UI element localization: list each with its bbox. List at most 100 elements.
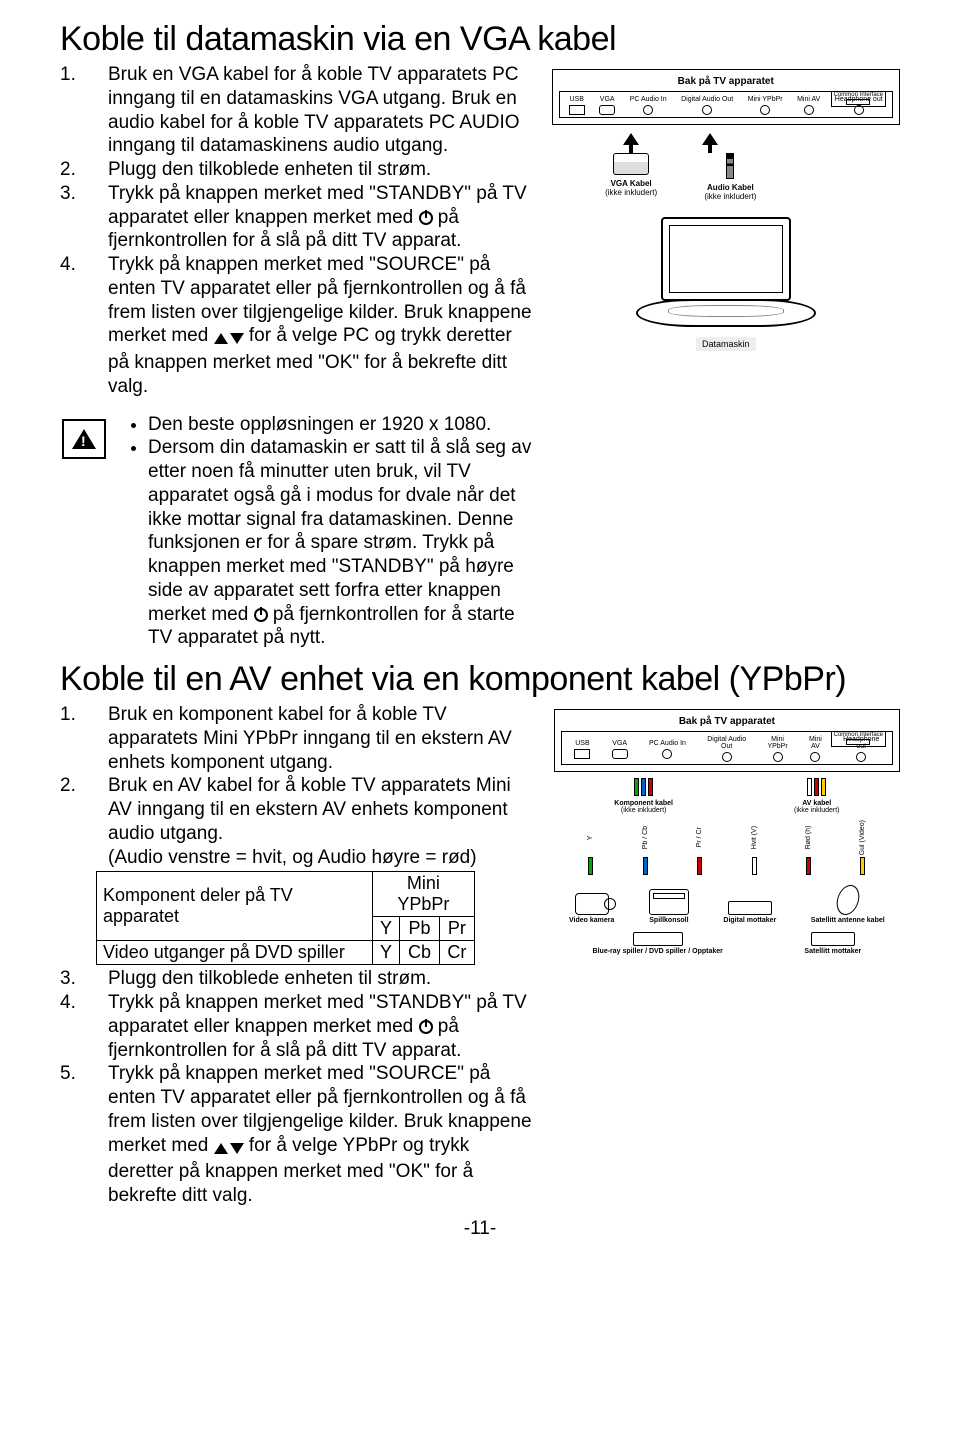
txt: Dersom din datamaskin er satt til å slå …	[148, 437, 531, 624]
section2-left: 1. Bruk en komponent kabel for å koble TV…	[60, 703, 534, 1208]
component-table: Komponent deler på TV apparatet Mini YPb…	[96, 871, 475, 965]
laptop-label: Datamaskin	[696, 337, 756, 351]
component-cable: Komponent kabel(ikke inkludert)	[614, 778, 673, 814]
devices-row1: Video kamera Spillkonsoll Digital mottak…	[554, 885, 900, 924]
cell: Cb	[400, 941, 440, 965]
devices-row2: Blue-ray spiller / DVD spiller / Opptake…	[554, 932, 900, 955]
plug-labels: Y Pb / Cb Pr / Cr Hvit (V) Rød (h) Gul (…	[564, 820, 890, 855]
list-item: 2. Plugg den tilkoblede enheten til strøm…	[60, 158, 532, 182]
tv-backpanel: Bak på TV apparatet Common Interface USB…	[554, 709, 900, 772]
num: 4.	[60, 991, 88, 1062]
item-text: Plugg den tilkoblede enheten til strøm.	[108, 158, 532, 182]
device-bluray: Blue-ray spiller / DVD spiller / Opptake…	[593, 932, 723, 955]
list-item: 3. Trykk på knappen merket med "STANDBY" …	[60, 182, 532, 253]
common-interface: Common Interface	[831, 91, 886, 107]
dish-icon	[834, 885, 861, 915]
av-cable: AV kabel(ikke inkludert)	[794, 778, 840, 814]
list-item: 1.Bruk en VGA kabel for å koble TV appar…	[60, 63, 532, 158]
item-text: Trykk på knappen merket med "STANDBY" på…	[108, 991, 534, 1062]
num: 2.	[60, 774, 88, 869]
note-item: Den beste oppløsningen er 1920 x 1080.	[148, 413, 532, 437]
bluray-icon	[633, 932, 683, 946]
backpanel-title: Bak på TV apparatet	[561, 716, 893, 727]
list-item: 1. Bruk en komponent kabel for å koble TV…	[60, 703, 534, 774]
device-camcorder: Video kamera	[569, 893, 614, 924]
panel-row: Common Interface USB VGA PC Audio In Dig…	[561, 731, 893, 765]
list-item: 4.Trykk på knappen merket med "SOURCE" p…	[60, 253, 532, 399]
arrow-icon	[623, 133, 639, 149]
num: 3.	[60, 967, 88, 991]
power-icon	[419, 1020, 433, 1034]
label: Rød (h)	[805, 820, 812, 855]
list-item: 3. Plugg den tilkoblede enheten til strøm…	[60, 967, 534, 991]
item-text: Trykk på knappen merket med "STANDBY" på…	[108, 182, 532, 253]
camcorder-icon	[575, 893, 609, 915]
label: Hvit (V)	[751, 820, 758, 855]
item-text: Trykk på knappen merket med "SOURCE" på …	[108, 253, 532, 399]
cell: Pb	[400, 917, 440, 941]
item-text: Bruk en komponent kabel for å koble TV a…	[108, 703, 534, 774]
port-pcaudio: PC Audio In	[630, 96, 667, 115]
table-row: Komponent deler på TV apparatet Mini YPb…	[97, 872, 475, 917]
label: Pb / Cb	[642, 820, 649, 855]
laptop-icon	[636, 217, 816, 327]
num: 3.	[60, 182, 88, 253]
item-text: Trykk på knappen merket med "SOURCE" på …	[108, 1062, 534, 1208]
list-item: 5.Trykk på knappen merket med "SOURCE" p…	[60, 1062, 534, 1208]
vga-plug-icon	[613, 153, 649, 175]
cables: Komponent kabel(ikke inkludert) AV kabel…	[554, 778, 900, 814]
item-text: Bruk en VGA kabel for å koble TV apparat…	[108, 63, 532, 158]
section2: 1. Bruk en komponent kabel for å koble TV…	[60, 703, 900, 1208]
port-ypbpr: Mini YPbPr	[748, 96, 783, 115]
device-console: Spillkonsoll	[649, 889, 689, 924]
power-icon	[419, 211, 433, 225]
page-number: -11-	[60, 1218, 900, 1240]
port-usb: USB	[569, 96, 585, 115]
cell: Video utganger på DVD spiller	[97, 941, 373, 965]
section1-diagram: Bak på TV apparatet Common Interface USB…	[552, 63, 901, 650]
port-vga: VGA	[599, 96, 615, 115]
num: 1.	[60, 63, 88, 158]
section2-heading: Koble til en AV enhet via en komponent k…	[60, 660, 900, 699]
sat-icon	[811, 932, 855, 946]
arrows	[592, 133, 751, 149]
item-text: Plugg den tilkoblede enheten til strøm.	[108, 967, 534, 991]
label: Gul (Video)	[859, 820, 866, 855]
item-text: Bruk en AV kabel for å koble TV apparate…	[108, 774, 534, 869]
txt: Trykk på knappen merket med "STANDBY" på…	[108, 183, 527, 228]
connectors: VGA Kabel(ikke inkludert) Audio Kabel(ik…	[582, 153, 781, 201]
arrow-icon	[702, 133, 718, 149]
device-dish: Satellitt antenne kabel	[811, 885, 885, 924]
section1-list: 1.Bruk en VGA kabel for å koble TV appar…	[60, 63, 532, 399]
device-sat: Satellitt mottaker	[804, 932, 861, 955]
note-list: Den beste oppløsningen er 1920 x 1080. D…	[126, 413, 532, 651]
cell: Mini YPbPr	[372, 872, 474, 917]
port: VGA	[612, 740, 628, 759]
label: Pr / Cr	[696, 820, 703, 855]
audio-plug-icon	[726, 153, 734, 179]
cell: Pr	[439, 917, 474, 941]
port-digital: Digital Audio Out	[681, 96, 733, 115]
port: PC Audio In	[649, 740, 686, 759]
audio-connector: Audio Kabel(ikke inkludert)	[704, 153, 756, 201]
label: Audio Kabel(ikke inkludert)	[704, 183, 756, 201]
device-stb: Digital mottaker	[723, 901, 776, 924]
cell: Komponent deler på TV apparatet	[97, 872, 373, 941]
port: Digital AudioOut	[707, 736, 746, 762]
port: USB	[574, 740, 590, 759]
num: 5.	[60, 1062, 88, 1208]
note-item: Dersom din datamaskin er satt til å slå …	[148, 436, 532, 650]
power-icon	[254, 608, 268, 622]
cell: Y	[372, 941, 399, 965]
stb-icon	[728, 901, 772, 915]
section2-diagram: Bak på TV apparatet Common Interface USB…	[554, 703, 900, 1208]
section1-left: 1.Bruk en VGA kabel for å koble TV appar…	[60, 63, 532, 650]
tv-backpanel: Bak på TV apparatet Common Interface USB…	[552, 69, 901, 125]
list-item: 4. Trykk på knappen merket med "STANDBY" …	[60, 991, 534, 1062]
section2-list-cont: 3. Plugg den tilkoblede enheten til strøm…	[60, 967, 534, 1208]
num: 2.	[60, 158, 88, 182]
note-block: Den beste oppløsningen er 1920 x 1080. D…	[62, 413, 532, 651]
label: VGA Kabel(ikke inkludert)	[605, 179, 657, 197]
label: Y	[587, 820, 594, 855]
num: 1.	[60, 703, 88, 774]
